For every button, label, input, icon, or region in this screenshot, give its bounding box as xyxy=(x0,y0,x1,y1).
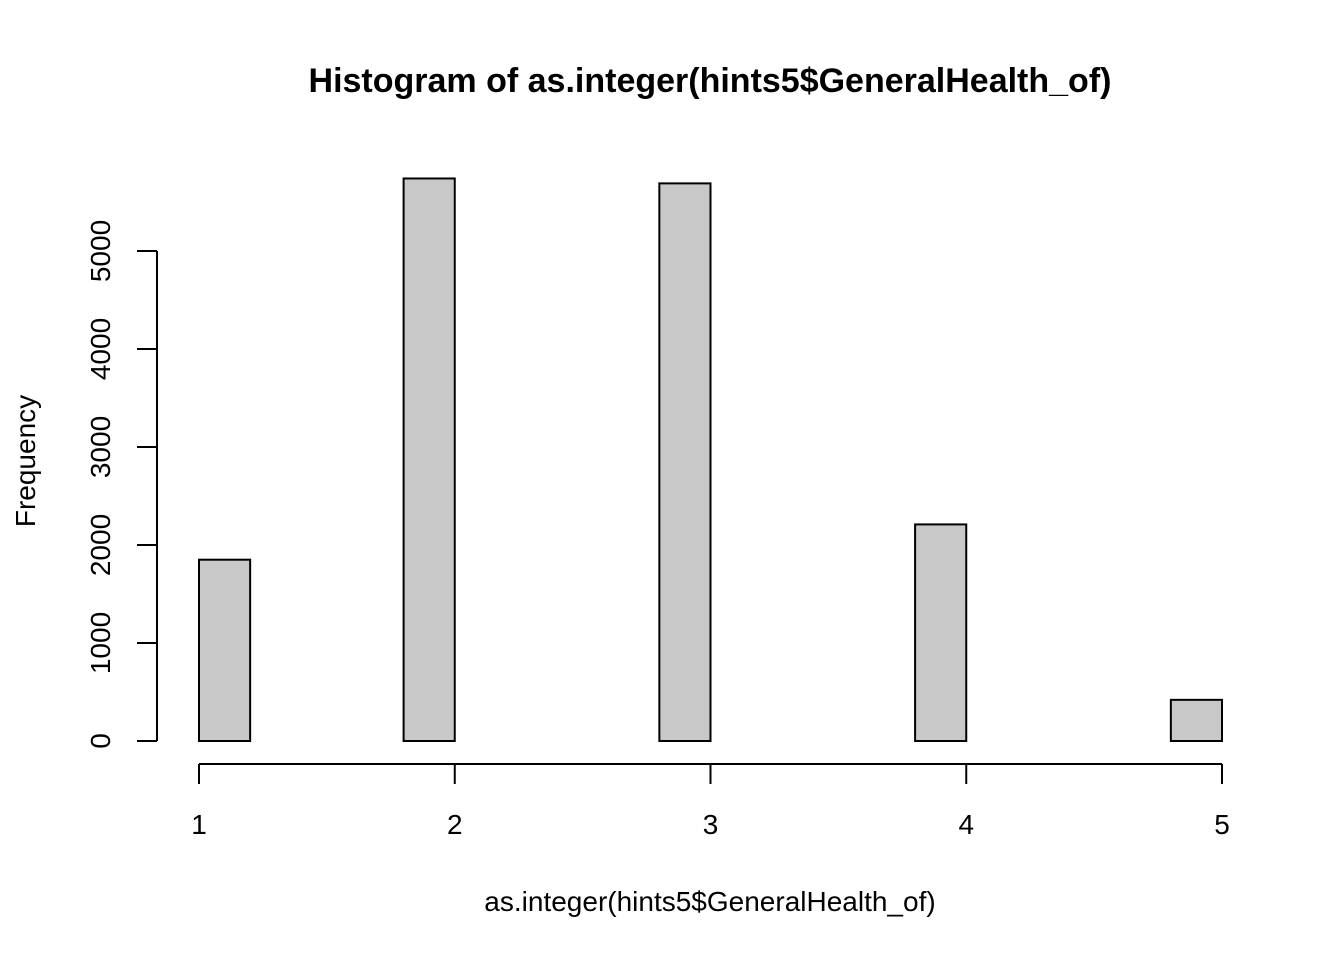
x-axis-label: as.integer(hints5$GeneralHealth_of) xyxy=(484,886,935,917)
histogram-bar xyxy=(658,182,712,742)
y-tick-label: 3000 xyxy=(85,416,116,478)
x-tick-label: 3 xyxy=(703,809,719,840)
y-tick-label: 2000 xyxy=(85,514,116,576)
x-axis: 1 2 3 4 5 xyxy=(191,763,1230,840)
chart-title: Histogram of as.integer(hints5$GeneralHe… xyxy=(309,62,1112,100)
y-tick-label: 1000 xyxy=(85,612,116,674)
y-axis: 0 1000 2000 3000 4000 5000 xyxy=(85,220,158,749)
y-tick-label: 4000 xyxy=(85,318,116,380)
x-tick-label: 4 xyxy=(958,809,974,840)
y-tick-label: 5000 xyxy=(85,220,116,282)
histogram-bar xyxy=(1169,698,1223,743)
y-tick-label: 0 xyxy=(85,733,116,749)
histogram-bar xyxy=(198,558,252,743)
histogram-bar xyxy=(914,523,968,742)
x-tick-label: 5 xyxy=(1214,809,1230,840)
x-tick-label: 1 xyxy=(191,809,207,840)
bars-group xyxy=(198,177,1223,743)
y-axis-label: Frequency xyxy=(10,395,41,527)
x-tick-label: 2 xyxy=(447,809,463,840)
histogram-bar xyxy=(402,177,456,743)
